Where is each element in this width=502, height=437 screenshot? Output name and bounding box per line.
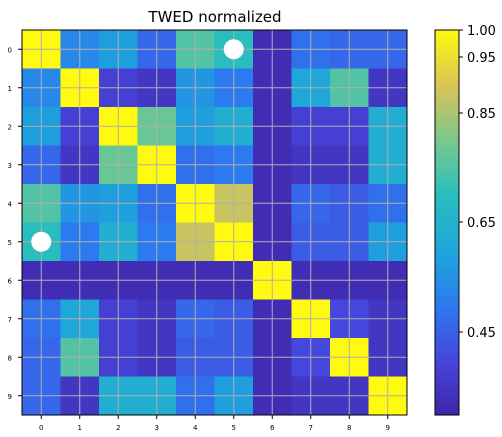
colorbar-tick-label: 0.95 (467, 51, 496, 66)
cell-marker (223, 39, 244, 60)
y-tick-label: 6 (8, 277, 13, 285)
colorbar (435, 30, 459, 415)
y-tick-label: 8 (8, 354, 12, 362)
x-tick-label: 2 (116, 424, 120, 432)
cell-markers (31, 39, 244, 252)
x-tick-label: 3 (155, 424, 159, 432)
plot-frame (21, 29, 408, 416)
colorbar-tick-label: 0.45 (467, 326, 496, 341)
y-tick-label: 9 (8, 393, 12, 401)
colorbar-tick-label: 1.00 (467, 24, 496, 39)
y-axis-ticks: 0 1 2 3 4 5 6 7 8 9 (8, 46, 22, 401)
chart-title: TWED normalized (147, 8, 281, 26)
grid-lines (22, 30, 407, 415)
y-tick-label: 2 (8, 123, 12, 131)
y-tick-label: 4 (8, 200, 13, 208)
colorbar-ticks: 1.00 0.95 0.85 0.65 0.45 (459, 24, 496, 341)
x-tick-label: 9 (386, 424, 390, 432)
x-tick-label: 8 (347, 424, 351, 432)
x-tick-label: 6 (270, 424, 275, 432)
x-axis-ticks: 0 1 2 3 4 5 6 7 8 9 (39, 415, 390, 432)
y-tick-label: 3 (8, 162, 12, 170)
colorbar-tick-label: 0.65 (467, 216, 496, 231)
y-tick-label: 7 (8, 316, 12, 324)
y-tick-label: 0 (8, 46, 12, 54)
x-tick-label: 4 (193, 424, 198, 432)
y-tick-label: 1 (8, 85, 12, 93)
cell-marker (31, 231, 52, 252)
x-tick-label: 1 (78, 424, 82, 432)
x-tick-label: 5 (232, 424, 236, 432)
colorbar-tick-label: 0.85 (467, 107, 496, 122)
y-tick-label: 5 (8, 239, 12, 247)
x-tick-label: 0 (39, 424, 43, 432)
x-tick-label: 7 (309, 424, 313, 432)
